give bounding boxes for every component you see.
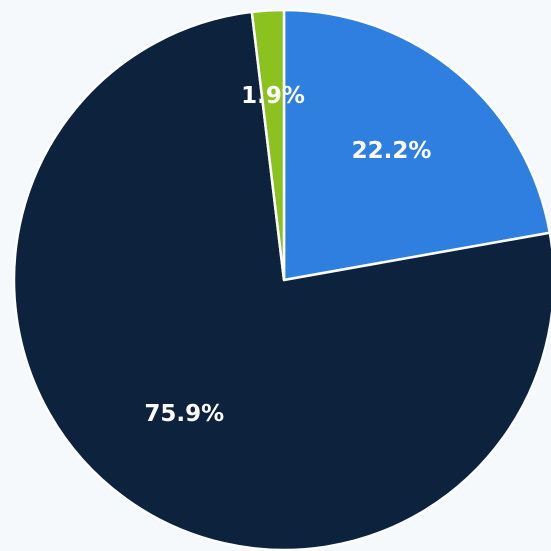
pie-slice-1[interactable] <box>12 10 551 551</box>
slice-label-0: 22.2% <box>352 138 432 164</box>
slice-label-2: 1.9% <box>241 83 305 109</box>
pie-slice-0[interactable] <box>282 8 551 282</box>
slices-layer <box>12 8 551 551</box>
pie-slice-2[interactable] <box>250 8 286 282</box>
labels-layer: 22.2% 75.9% 1.9% <box>144 83 431 427</box>
slice-label-1: 75.9% <box>144 401 224 427</box>
